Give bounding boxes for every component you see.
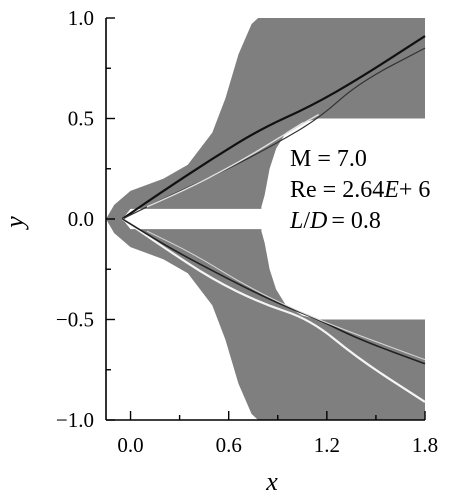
x-axis-label: x (265, 467, 278, 496)
shock-lines (121, 35, 426, 403)
reynolds-e-symbol: E (383, 177, 399, 203)
mach-number-label: M = 7.0 (290, 146, 367, 172)
y-tick-label-3: −0.5 (56, 308, 94, 332)
shock-line-1 (121, 35, 426, 220)
lower-flow-region (106, 219, 425, 420)
y-tick-label-0: 1.0 (68, 6, 94, 30)
upper-flow-region (106, 18, 425, 219)
x-tick-label-2: 1.2 (314, 433, 340, 457)
shock-line-6 (146, 230, 426, 361)
ld-d-symbol: D (309, 208, 327, 234)
y-tick-label-1: 0.5 (68, 107, 94, 131)
length-diameter-label: L/D = 0.8 (289, 208, 381, 234)
ld-l-symbol: L (289, 208, 303, 234)
x-tick-label-3: 1.8 (412, 433, 438, 457)
y-tick-label-4: −1.0 (56, 408, 94, 432)
reynolds-number-value: Re = 2.64 (290, 177, 384, 203)
plot-area (106, 18, 426, 420)
ld-value: = 0.8 (331, 208, 381, 234)
x-ticks: 0.0 0.6 1.2 1.8 (117, 411, 438, 457)
shock-line-4 (121, 218, 426, 403)
annotation: M = 7.0 Re = 2.64E+ 6 L/D = 0.8 (289, 146, 430, 234)
reynolds-exponent: + 6 (399, 177, 431, 203)
y-tick-label-2: 0.0 (68, 207, 94, 231)
shock-line-3 (146, 113, 320, 208)
y-axis-label: y (0, 216, 29, 231)
y-ticks: 1.0 0.5 0.0 −0.5 −1.0 (56, 6, 115, 432)
ld-slash: / (303, 208, 310, 234)
x-tick-label-0: 0.0 (117, 433, 143, 457)
reynolds-number-label: Re = 2.64E+ 6 (290, 177, 430, 203)
axes: 1.0 0.5 0.0 −0.5 −1.0 0.0 0.6 1.2 1.8 x y (0, 6, 438, 496)
shock-line-5 (121, 218, 426, 365)
x-tick-label-1: 0.6 (216, 433, 242, 457)
